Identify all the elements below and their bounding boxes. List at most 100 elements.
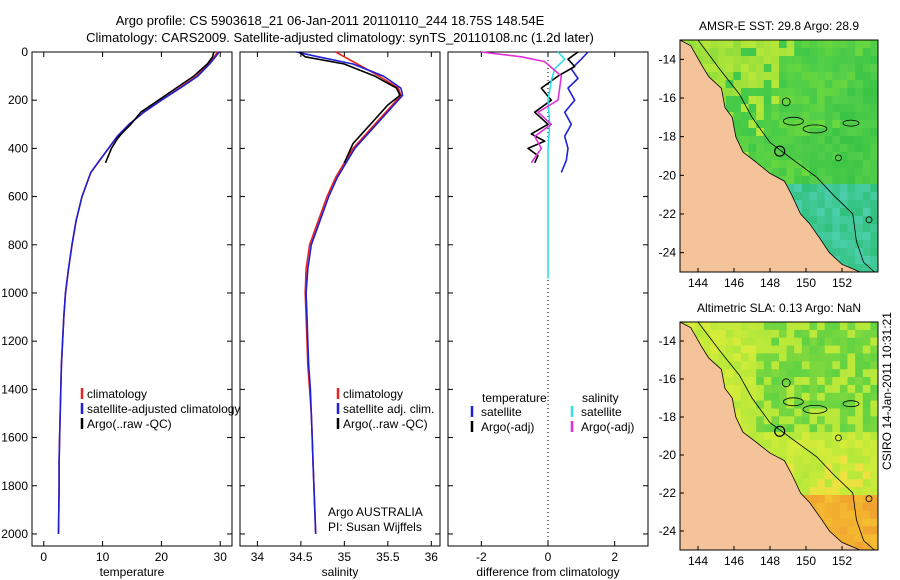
- map-cell: [839, 56, 849, 65]
- map-cell: [801, 424, 810, 433]
- map-cell: [855, 424, 864, 433]
- map-cell: [794, 184, 803, 193]
- map-cell: [794, 369, 803, 378]
- map-cell: [855, 495, 864, 504]
- map-cell: [824, 471, 833, 480]
- map-cell: [862, 112, 871, 121]
- map-cell: [862, 432, 871, 441]
- map-cell: [832, 392, 841, 402]
- map-cell: [748, 152, 757, 161]
- map-cell: [710, 40, 719, 49]
- map-cell: [847, 248, 856, 257]
- map-cell: [855, 432, 864, 441]
- map-cell: [839, 232, 849, 241]
- map-cell: [725, 48, 734, 57]
- map-cell: [733, 112, 742, 121]
- map-cell: [794, 384, 803, 394]
- map-cell: [832, 216, 841, 225]
- x-tick-label: 2: [611, 550, 618, 564]
- map-cell: [763, 322, 772, 331]
- map-cell: [809, 455, 818, 465]
- map-cell: [817, 56, 826, 65]
- map-cell: [870, 56, 878, 65]
- map-cell: [748, 40, 757, 49]
- map-cell: [809, 152, 818, 161]
- map-cell: [839, 160, 849, 169]
- map-cell: [855, 479, 864, 488]
- map-cell: [817, 184, 826, 193]
- map-cell: [832, 232, 841, 241]
- map-cell: [794, 432, 803, 441]
- map-cell: [748, 112, 757, 121]
- map-cell: [847, 377, 856, 386]
- map-cell: [710, 64, 719, 73]
- map-cell: [870, 224, 878, 233]
- map-cell: [870, 487, 878, 496]
- map-cell: [855, 40, 864, 49]
- map-cell: [740, 72, 750, 81]
- map-cell: [870, 232, 878, 241]
- map-cell: [809, 487, 818, 496]
- legend-label: satellite adj. clim.: [343, 402, 434, 416]
- map-cell: [763, 144, 772, 153]
- map-cell: [794, 112, 803, 121]
- salinity-panel: 34 34.5 35 35.5 36 salinity climatologysatelli…: [239, 51, 441, 579]
- map-cell: [839, 526, 849, 535]
- y-tick-label: 600: [8, 190, 28, 204]
- map-cell: [839, 248, 849, 257]
- map-cell: [832, 104, 841, 113]
- map-cell: [870, 353, 878, 362]
- series-line: [481, 51, 563, 164]
- map-cell: [801, 345, 810, 355]
- map-cell: [847, 510, 856, 520]
- map-cell: [832, 176, 841, 185]
- map-cell: [870, 471, 878, 480]
- map-cell: [740, 416, 750, 425]
- map-cell: [862, 479, 871, 488]
- map-cell: [718, 72, 727, 81]
- map-cell: [855, 240, 864, 249]
- map-cell: [839, 479, 849, 488]
- map-cell: [839, 168, 849, 177]
- map-cell: [847, 72, 856, 81]
- map-cell: [817, 152, 826, 161]
- map-cell: [756, 120, 765, 129]
- map-cell: [862, 64, 871, 73]
- map-cell: [832, 345, 841, 355]
- reef-outline: [783, 397, 804, 407]
- map-cell: [771, 400, 780, 410]
- map-cell: [801, 88, 810, 97]
- map-cell: [862, 345, 871, 355]
- map-cell: [725, 329, 734, 339]
- map-cell: [855, 345, 864, 355]
- map-cell: [870, 455, 878, 465]
- map-cell: [794, 56, 803, 65]
- map-cell: [779, 112, 788, 121]
- map-cell: [839, 408, 849, 417]
- map-cell: [817, 353, 826, 362]
- map-cell: [817, 144, 826, 153]
- map-cell: [733, 56, 742, 65]
- map-cell: [847, 361, 856, 370]
- map-cell: [817, 345, 826, 355]
- map-cell: [786, 80, 795, 89]
- map-cell: [733, 377, 742, 386]
- map-cell: [855, 136, 864, 145]
- map-cell: [718, 329, 727, 339]
- map-cell: [718, 361, 727, 370]
- map-cell: [725, 353, 734, 362]
- map-cell: [832, 479, 841, 488]
- map-cell: [809, 56, 818, 65]
- map-cell: [771, 56, 780, 65]
- map-cell: [855, 224, 864, 233]
- plot-frame: [239, 51, 441, 547]
- map-cell: [832, 200, 841, 209]
- map-cell: [786, 432, 795, 441]
- map-cell: [763, 345, 772, 355]
- map-cell: [740, 40, 750, 49]
- map-cell: [839, 432, 849, 441]
- map-cell: [763, 160, 772, 169]
- map-cell: [817, 176, 826, 185]
- map-cell: [740, 392, 750, 402]
- map-cell: [748, 416, 757, 425]
